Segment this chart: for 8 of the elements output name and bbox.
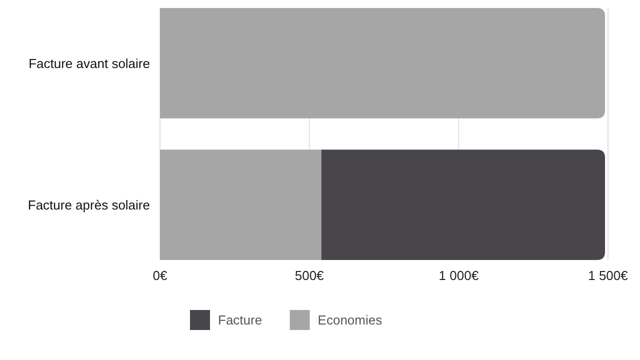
x-tick-label: 0€ — [152, 268, 168, 283]
y-tick-label: Facture après solaire — [28, 197, 150, 212]
legend-label: Facture — [218, 312, 262, 328]
x-tick-label: 1 500€ — [588, 268, 629, 283]
legend-label: Economies — [318, 312, 383, 328]
x-tick-label: 1 000€ — [438, 268, 480, 283]
y-tick-label: Facture avant solaire — [28, 56, 150, 71]
x-tick-label: 500€ — [294, 268, 325, 283]
